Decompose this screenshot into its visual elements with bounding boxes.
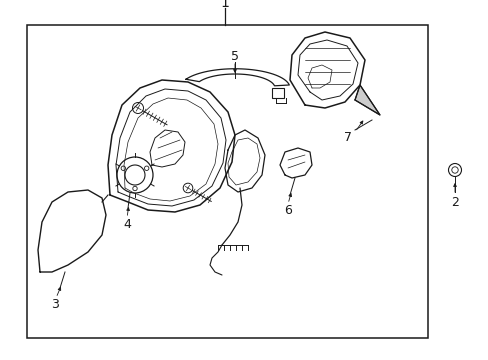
Text: 6: 6 (284, 203, 291, 216)
Text: 5: 5 (230, 49, 239, 63)
Text: 3: 3 (51, 297, 59, 310)
Bar (271, 88, 284, 98)
Text: 7: 7 (343, 131, 351, 144)
Bar (27, 25, 427, 338)
Text: 1: 1 (220, 0, 229, 10)
Text: 2: 2 (450, 195, 458, 208)
Text: 4: 4 (123, 219, 131, 231)
Polygon shape (354, 85, 379, 115)
